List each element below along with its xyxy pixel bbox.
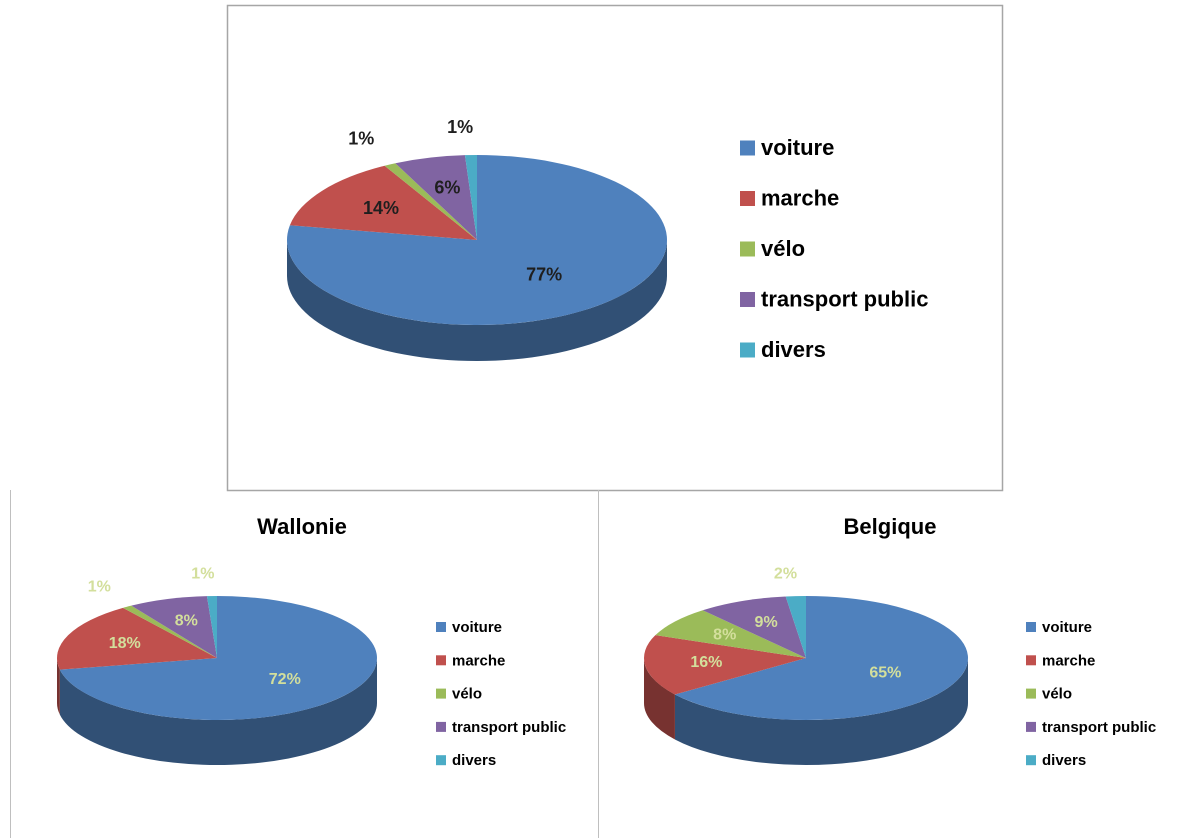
legend-swatch bbox=[740, 140, 755, 156]
legend-label: transport public bbox=[1042, 719, 1156, 736]
legend-label: transport public bbox=[761, 286, 928, 311]
legend-label: voiture bbox=[761, 135, 834, 160]
data-label: 14% bbox=[363, 198, 399, 218]
legend-swatch bbox=[1026, 688, 1036, 699]
data-label: 8% bbox=[175, 613, 198, 630]
data-label: 1% bbox=[88, 579, 111, 596]
legend-label: voiture bbox=[1042, 619, 1092, 636]
pie-slice bbox=[644, 635, 806, 695]
legend-swatch bbox=[436, 721, 446, 732]
pie-slice bbox=[131, 596, 217, 658]
legend-swatch bbox=[436, 622, 446, 632]
legend-swatch bbox=[436, 688, 446, 699]
legend-label: vélo bbox=[1042, 686, 1072, 703]
pie-slice bbox=[464, 155, 477, 240]
chart-title: Wallonie bbox=[257, 514, 347, 539]
legend-swatch bbox=[740, 342, 755, 358]
pie-slice bbox=[122, 605, 217, 658]
pie-slice bbox=[395, 155, 477, 240]
legend-swatch bbox=[740, 191, 755, 206]
legend-swatch bbox=[1026, 755, 1036, 766]
legend-swatch bbox=[1026, 622, 1036, 632]
chart-title: Belgique bbox=[844, 514, 937, 539]
data-label: 18% bbox=[109, 635, 141, 652]
data-label: 6% bbox=[434, 178, 460, 198]
pie-slice bbox=[206, 596, 217, 658]
legend-label: voiture bbox=[452, 619, 502, 636]
legend-label: divers bbox=[452, 752, 496, 769]
pie-slice bbox=[289, 165, 477, 240]
legend-swatch bbox=[1026, 655, 1036, 666]
slice-side bbox=[287, 240, 667, 361]
data-label: 16% bbox=[690, 654, 722, 671]
pie-slice bbox=[674, 596, 968, 720]
data-label: 8% bbox=[713, 627, 736, 644]
legend-label: divers bbox=[761, 337, 826, 362]
legend-swatch bbox=[740, 241, 755, 257]
legend-swatch bbox=[436, 655, 446, 666]
legend-swatch bbox=[1026, 721, 1036, 732]
slice-side bbox=[644, 658, 675, 740]
pie-slice bbox=[785, 596, 806, 658]
pie-slice bbox=[384, 163, 477, 240]
legend-label: transport public bbox=[452, 719, 566, 736]
legend-label: marche bbox=[1042, 652, 1095, 669]
pie-slice bbox=[57, 607, 218, 670]
legend-label: vélo bbox=[452, 686, 482, 703]
slice-side bbox=[674, 658, 969, 765]
pie-slice bbox=[59, 596, 377, 720]
legend-label: vélo bbox=[761, 236, 805, 261]
legend-swatch bbox=[436, 755, 446, 766]
data-label: 1% bbox=[191, 566, 214, 583]
data-label: 1% bbox=[348, 129, 374, 149]
data-label: 1% bbox=[447, 117, 473, 137]
legend-label: divers bbox=[1042, 752, 1086, 769]
pie-slice bbox=[702, 596, 806, 658]
pie-slice bbox=[287, 155, 667, 326]
data-label: 2% bbox=[774, 566, 797, 583]
data-label: 77% bbox=[526, 265, 562, 285]
data-label: 65% bbox=[869, 665, 901, 682]
data-label: 9% bbox=[755, 614, 778, 631]
data-label: 72% bbox=[269, 671, 301, 688]
slice-side bbox=[59, 658, 377, 765]
slice-side bbox=[57, 658, 60, 715]
legend-label: marche bbox=[452, 652, 505, 669]
legend-swatch bbox=[740, 292, 755, 307]
pie-slice bbox=[655, 610, 806, 658]
legend-label: marche bbox=[761, 185, 839, 210]
